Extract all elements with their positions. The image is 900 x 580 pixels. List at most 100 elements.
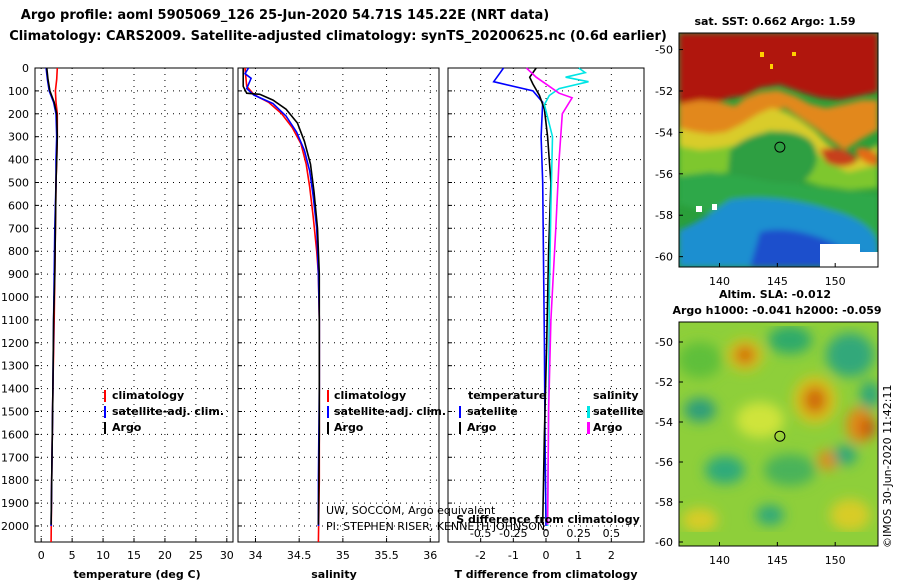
sst-map [679,33,878,267]
y-tick-label: 1300 [1,360,29,373]
map-y-tick-label: -52 [655,85,673,98]
y-tick-label: 1400 [1,383,29,396]
map-x-tick-label: 140 [709,275,730,288]
legend-label-climatology: climatology [112,389,184,402]
sla-map-axes: 140 145 150 -50 -52 -54 -56 -58 -60 [655,336,846,567]
top-x-tick-label: 0.25 [566,527,591,540]
temperature-legend: climatology satellite-adj. clim. Argo [104,389,224,434]
title-line-2: Climatology: CARS2009. Satellite-adjuste… [9,29,667,44]
difference-legend: temperature salinity satellite Argo sate… [459,389,644,434]
temperature-panel: 0100200300400500600700800900100011001200… [1,62,234,562]
y-tick-label: 1000 [1,291,29,304]
legend-label-climatology: climatology [334,389,406,402]
y-tick-label: 1800 [1,474,29,487]
y-tick-label: 1600 [1,428,29,441]
y-tick-label: 400 [8,154,29,167]
x-tick-label: 35 [336,549,350,562]
legend-swatch-satellite [104,406,106,418]
x-tick-label: 30 [220,549,234,562]
salinity-panel: 34 34.5 35 35.5 36 [237,67,440,562]
imos-side-label: ©IMOS 30-Jun-2020 11:42:11 [881,384,894,548]
map-x-tick-label: 145 [767,275,788,288]
y-tick-label: 2000 [1,520,29,533]
legend-label-argo: Argo [112,421,142,434]
x-tick-label: -1 [508,549,519,562]
map-x-tick-label: 150 [825,275,846,288]
legend-swatch-satellite [327,406,329,418]
x-tick-label: 0 [38,549,45,562]
y-tick-label: 200 [8,108,29,121]
top-x-tick-label: -0.5 [470,527,491,540]
series-line-climatology [244,67,321,543]
sst-map-title: sat. SST: 0.662 Argo: 1.59 [694,15,855,28]
map-y-tick-label: -50 [655,336,673,349]
map-y-tick-label: -56 [655,456,673,469]
legend-label-t-satellite: satellite [467,405,518,418]
sla-map-title-2: Argo h1000: -0.041 h2000: -0.059 [672,304,881,317]
top-x-tick-label: -0.25 [499,527,527,540]
legend-label-argo: Argo [334,421,364,434]
x-tick-label: 1 [575,549,582,562]
plot-frame [237,67,440,543]
y-tick-label: 1200 [1,337,29,350]
y-tick-label: 500 [8,176,29,189]
legend-label-s-satellite: satellite [593,405,644,418]
legend-swatch-t-argo [459,422,461,434]
y-tick-label: 900 [8,268,29,281]
difference-panel: -2 -1 0 1 2 -0.5 -0.25 0 0.25 0.5 [447,67,645,562]
x-tick-label: 34.5 [287,549,312,562]
x-tick-label: 35.5 [374,549,399,562]
y-tick-label: 300 [8,131,29,144]
legend-title-temperature: temperature [468,389,546,402]
legend-swatch-climatology [327,390,329,402]
x-tick-label: 0 [543,549,550,562]
difference-top-xlabel: S difference from climatology [456,513,640,526]
y-tick-label: 100 [8,85,29,98]
y-tick-label: 600 [8,199,29,212]
legend-label-satellite: satellite-adj. clim. [334,405,446,418]
sla-map [679,322,878,546]
y-tick-label: 1900 [1,497,29,510]
y-tick-label: 800 [8,245,29,258]
series-line-temperature-satellite [492,67,547,527]
legend-swatch-argo [327,422,329,434]
series-line-salinity-argo [525,67,574,525]
x-tick-label: 5 [69,549,76,562]
legend-swatch-climatology [104,390,106,402]
map-y-tick-label: -60 [655,536,673,549]
map-y-tick-label: -54 [655,126,673,139]
salinity-note-2: PI: STEPHEN RISER, KENNETH JOHNSON [326,520,545,533]
temperature-xlabel: temperature (deg C) [73,568,200,580]
map-y-tick-label: -60 [655,251,673,264]
salinity-legend: climatology satellite-adj. clim. Argo [327,389,446,434]
map-x-tick-label: 145 [767,554,788,567]
legend-label-satellite: satellite-adj. clim. [112,405,224,418]
series-line-salinity-satellite [543,67,589,527]
sst-map-axes: 140 145 150 -50 -52 -54 -56 -58 -60 [655,44,846,288]
x-tick-label: 15 [127,549,141,562]
map-x-tick-label: 140 [709,554,730,567]
series-line-temperature-argo [528,67,552,525]
y-tick-label: 1100 [1,314,29,327]
x-tick-label: 36 [423,549,437,562]
x-tick-label: 20 [158,549,172,562]
salinity-note-1: UW, SOCCOM, Argo equivalent [326,504,496,517]
map-y-tick-label: -54 [655,416,673,429]
map-y-tick-label: -58 [655,496,673,509]
map-y-tick-label: -58 [655,209,673,222]
top-x-tick-label: 0 [543,527,550,540]
x-tick-label: 10 [96,549,110,562]
y-tick-label: 1700 [1,451,29,464]
map-x-tick-label: 150 [825,554,846,567]
legend-swatch-t-satellite [459,406,461,418]
series-line-argo [242,68,321,525]
map-y-tick-label: -50 [655,44,673,57]
top-x-tick-label: 0.5 [603,527,621,540]
legend-label-s-argo: Argo [593,421,623,434]
title-line-1: Argo profile: aoml 5905069_126 25-Jun-20… [21,8,549,23]
series-line-argo [46,67,59,525]
sla-float-marker [774,430,786,442]
sla-map-title-1: Altim. SLA: -0.012 [719,288,831,301]
x-tick-label: 2 [608,549,615,562]
